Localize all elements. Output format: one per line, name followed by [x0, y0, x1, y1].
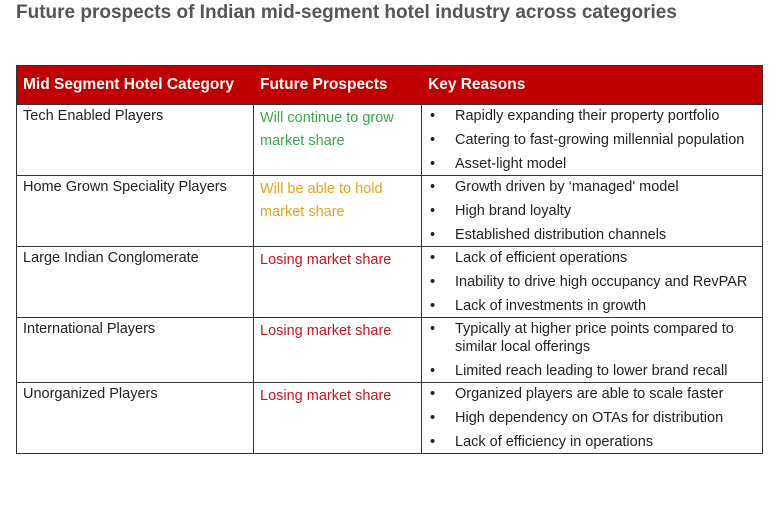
table-row: Tech Enabled Players Will continue to gr…	[16, 104, 763, 176]
reason-item: Rapidly expanding their property portfol…	[428, 107, 756, 125]
reasons-list: Organized players are able to scale fast…	[428, 385, 756, 451]
table-row: Large Indian Conglomerate Losing market …	[16, 246, 763, 318]
table-row: International Players Losing market shar…	[16, 317, 763, 383]
reasons-cell: Growth driven by ‘managed' model High br…	[421, 175, 763, 247]
header-category: Mid Segment Hotel Category	[16, 65, 254, 105]
prospect-cell: Losing market share	[253, 317, 422, 383]
reason-item: Lack of investments in growth	[428, 297, 756, 315]
reasons-cell: Rapidly expanding their property portfol…	[421, 104, 763, 176]
header-prospects: Future Prospects	[253, 65, 422, 105]
prospect-cell: Will be able to hold market share	[253, 175, 422, 247]
prospect-cell: Losing market share	[253, 246, 422, 318]
reasons-list: Typically at higher price points compare…	[428, 320, 756, 380]
reasons-cell: Typically at higher price points compare…	[421, 317, 763, 383]
table-row: Home Grown Speciality Players Will be ab…	[16, 175, 763, 247]
reason-item: High brand loyalty	[428, 202, 756, 220]
reason-item: Growth driven by ‘managed' model	[428, 178, 756, 196]
reasons-list: Lack of efficient operations Inability t…	[428, 249, 756, 315]
reason-item: Catering to fast-growing millennial popu…	[428, 131, 756, 149]
page-title: Future prospects of Indian mid-segment h…	[16, 2, 677, 23]
category-cell: Unorganized Players	[16, 382, 254, 454]
reasons-list: Rapidly expanding their property portfol…	[428, 107, 756, 173]
table-header-row: Mid Segment Hotel Category Future Prospe…	[16, 65, 763, 105]
category-cell: Large Indian Conglomerate	[16, 246, 254, 318]
reason-item: Organized players are able to scale fast…	[428, 385, 756, 403]
reason-item: Established distribution channels	[428, 226, 756, 244]
reason-item: Limited reach leading to lower brand rec…	[428, 362, 756, 380]
reason-item: Lack of efficiency in operations	[428, 433, 756, 451]
category-cell: International Players	[16, 317, 254, 383]
table-row: Unorganized Players Losing market share …	[16, 382, 763, 454]
reasons-cell: Lack of efficient operations Inability t…	[421, 246, 763, 318]
reason-item: Lack of efficient operations	[428, 249, 756, 267]
header-reasons: Key Reasons	[421, 65, 763, 105]
prospects-table: Mid Segment Hotel Category Future Prospe…	[16, 65, 763, 454]
reason-item: Asset-light model	[428, 155, 756, 173]
prospect-cell: Will continue to grow market share	[253, 104, 422, 176]
reasons-cell: Organized players are able to scale fast…	[421, 382, 763, 454]
reasons-list: Growth driven by ‘managed' model High br…	[428, 178, 756, 244]
reason-item: High dependency on OTAs for distribution	[428, 409, 756, 427]
reason-item: Inability to drive high occupancy and Re…	[428, 273, 756, 291]
category-cell: Tech Enabled Players	[16, 104, 254, 176]
category-cell: Home Grown Speciality Players	[16, 175, 254, 247]
prospect-cell: Losing market share	[253, 382, 422, 454]
reason-item: Typically at higher price points compare…	[428, 320, 756, 356]
